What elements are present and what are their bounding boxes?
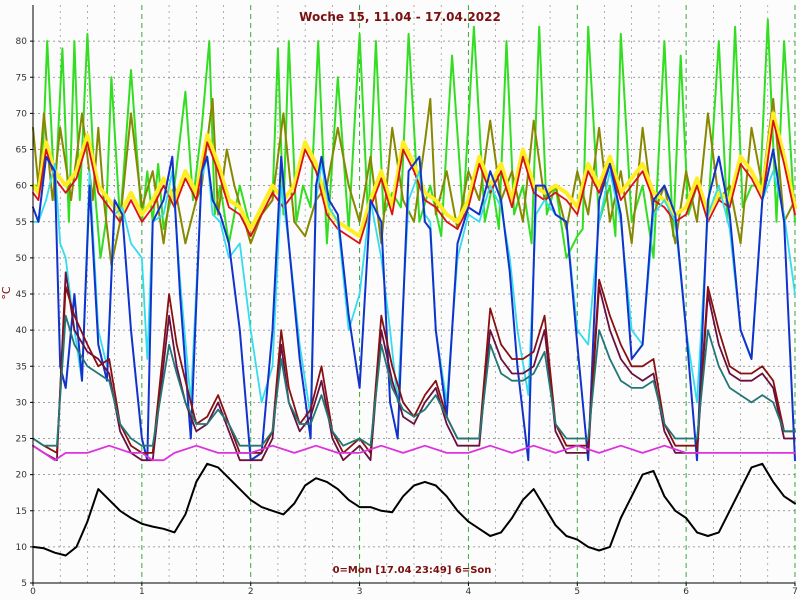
series-line-11 [32, 462, 796, 557]
x-tick-label: 0 [30, 587, 36, 597]
y-tick-label: 40 [16, 326, 28, 336]
y-tick-label: 5 [21, 579, 27, 589]
y-tick-label: 30 [16, 398, 28, 408]
y-tick-label: 25 [16, 435, 27, 445]
x-tick-label: 7 [792, 587, 798, 597]
y-tick-label: 65 [16, 146, 27, 156]
series-line-6 [32, 148, 796, 462]
x-tick-label: 6 [683, 587, 689, 597]
chart-title: Woche 15, 11.04 - 17.04.2022 [299, 10, 501, 24]
x-tick-label: 5 [574, 587, 580, 597]
series-lines [31, 18, 797, 557]
y-axis-label: °C [0, 286, 13, 300]
y-tick-label: 45 [16, 290, 27, 300]
y-tick-label: 80 [16, 37, 28, 47]
y-tick-label: 10 [16, 543, 28, 553]
y-tick-label: 60 [16, 182, 28, 192]
x-tick-label: 1 [139, 587, 145, 597]
y-tick-label: 20 [16, 471, 28, 481]
x-tick-label: 2 [248, 587, 254, 597]
y-tick-label: 55 [16, 218, 27, 228]
y-tick-label: 35 [16, 362, 27, 372]
series-line-7 [32, 271, 796, 462]
series-line-4 [32, 119, 796, 245]
y-tick-label: 15 [16, 507, 27, 517]
y-tick-label: 70 [16, 109, 28, 119]
x-tick-label: 3 [357, 587, 363, 597]
x-tick-label: 4 [466, 587, 472, 597]
series-line-2 [32, 97, 796, 267]
series-line-10 [32, 444, 796, 462]
y-tick-labels: 5 10 15 20 25 30 35 40 45 50 55 60 65 70 75 80 [16, 37, 33, 589]
x-tick-labels: 0 1 2 3 4 5 6 7 [30, 583, 798, 597]
y-tick-label: 75 [16, 73, 27, 83]
chart-footer: 0=Mon [17.04 23:49] 6=Son [333, 565, 492, 576]
series-line-9 [32, 314, 796, 447]
y-tick-label: 50 [16, 254, 28, 264]
